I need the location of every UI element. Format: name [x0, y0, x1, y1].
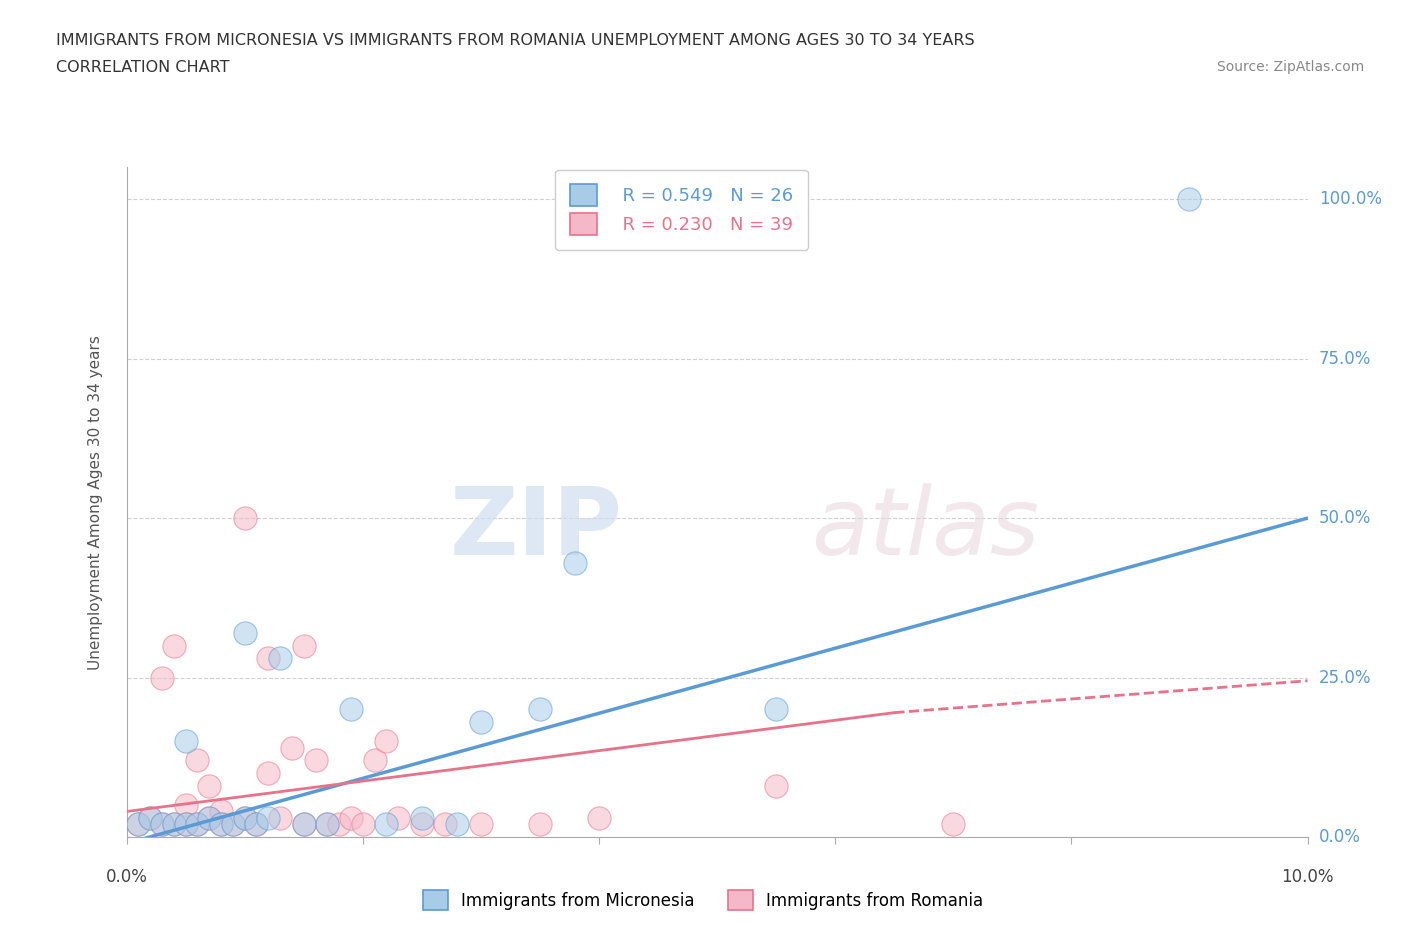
Point: [470, 715, 492, 730]
Text: 25.0%: 25.0%: [1319, 669, 1371, 686]
Point: [245, 817, 267, 831]
Point: [446, 817, 468, 831]
Point: [139, 810, 162, 825]
Text: IMMIGRANTS FROM MICRONESIA VS IMMIGRANTS FROM ROMANIA UNEMPLOYMENT AMONG AGES 30: IMMIGRANTS FROM MICRONESIA VS IMMIGRANTS…: [56, 33, 974, 47]
Point: [186, 817, 208, 831]
Point: [411, 817, 433, 831]
Point: [222, 817, 245, 831]
Point: [529, 817, 551, 831]
Point: [588, 810, 610, 825]
Point: [316, 817, 339, 831]
Point: [281, 740, 304, 755]
Point: [316, 817, 339, 831]
Text: Source: ZipAtlas.com: Source: ZipAtlas.com: [1216, 60, 1364, 74]
Point: [387, 810, 409, 825]
Point: [222, 817, 245, 831]
Text: 10.0%: 10.0%: [1281, 868, 1334, 885]
Legend: Immigrants from Micronesia, Immigrants from Romania: Immigrants from Micronesia, Immigrants f…: [416, 884, 990, 917]
Point: [328, 817, 350, 831]
Point: [174, 734, 197, 749]
Point: [411, 810, 433, 825]
Point: [375, 734, 398, 749]
Point: [150, 817, 173, 831]
Point: [765, 702, 787, 717]
Point: [233, 626, 256, 641]
Text: 75.0%: 75.0%: [1319, 350, 1371, 367]
Point: [233, 511, 256, 525]
Text: atlas: atlas: [811, 484, 1040, 575]
Text: 50.0%: 50.0%: [1319, 509, 1371, 527]
Point: [174, 817, 197, 831]
Point: [139, 810, 162, 825]
Y-axis label: Unemployment Among Ages 30 to 34 years: Unemployment Among Ages 30 to 34 years: [89, 335, 103, 670]
Point: [304, 753, 326, 768]
Point: [174, 817, 197, 831]
Text: 100.0%: 100.0%: [1319, 191, 1382, 208]
Point: [198, 810, 221, 825]
Point: [245, 817, 267, 831]
Point: [292, 817, 315, 831]
Point: [269, 810, 291, 825]
Point: [127, 817, 149, 831]
Point: [470, 817, 492, 831]
Point: [340, 702, 363, 717]
Point: [198, 778, 221, 793]
Text: ZIP: ZIP: [450, 483, 623, 575]
Point: [765, 778, 787, 793]
Point: [529, 702, 551, 717]
Point: [942, 817, 965, 831]
Point: [186, 753, 208, 768]
Point: [150, 817, 173, 831]
Point: [163, 817, 186, 831]
Point: [352, 817, 374, 831]
Point: [564, 555, 586, 570]
Point: [292, 817, 315, 831]
Text: CORRELATION CHART: CORRELATION CHART: [56, 60, 229, 75]
Text: 0.0%: 0.0%: [105, 868, 148, 885]
Point: [434, 817, 457, 831]
Point: [209, 817, 232, 831]
Point: [233, 810, 256, 825]
Text: 0.0%: 0.0%: [1319, 828, 1361, 846]
Point: [174, 798, 197, 813]
Point: [363, 753, 385, 768]
Point: [163, 817, 186, 831]
Point: [150, 671, 173, 685]
Point: [375, 817, 398, 831]
Point: [163, 638, 186, 653]
Point: [198, 810, 221, 825]
Point: [340, 810, 363, 825]
Point: [257, 810, 280, 825]
Point: [209, 804, 232, 819]
Point: [269, 651, 291, 666]
Point: [257, 651, 280, 666]
Point: [233, 810, 256, 825]
Point: [209, 817, 232, 831]
Legend:   R = 0.549   N = 26,   R = 0.230   N = 39: R = 0.549 N = 26, R = 0.230 N = 39: [555, 170, 808, 250]
Point: [186, 817, 208, 831]
Point: [292, 638, 315, 653]
Point: [257, 765, 280, 780]
Point: [127, 817, 149, 831]
Point: [1178, 192, 1201, 206]
